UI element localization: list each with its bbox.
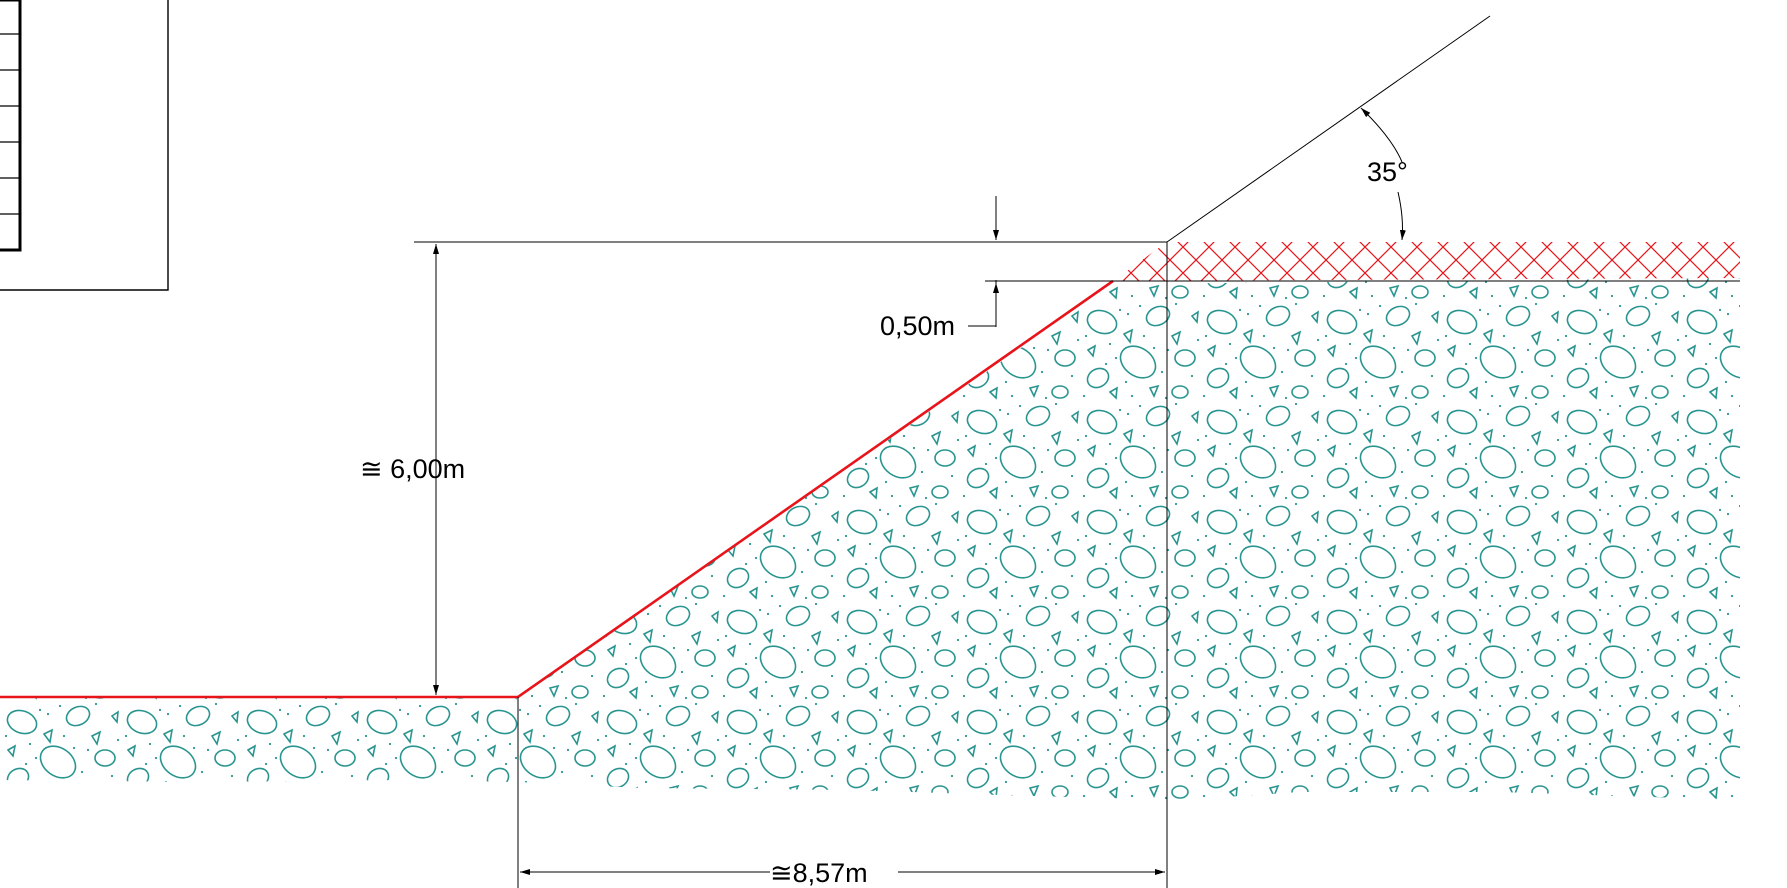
angle-dimension: [1166, 15, 1491, 243]
height-dimension: [414, 241, 1167, 695]
angle-label: 35°: [1367, 157, 1408, 187]
topsoil-thickness-dimension: [968, 196, 1740, 327]
legend-inner-frame: [0, 0, 22, 252]
base-dimension: [517, 242, 1168, 888]
topsoil-thickness-label: 0,50m: [880, 311, 955, 341]
topsoil-layer: [1113, 242, 1740, 281]
gravel-soil-body: [0, 278, 1740, 800]
base-dimension-label: ≅8,57m: [770, 858, 868, 888]
legend-box: [0, 0, 169, 291]
legend-outer-frame: [0, 0, 169, 291]
height-dimension-label: ≅ 6,00m: [360, 454, 465, 484]
